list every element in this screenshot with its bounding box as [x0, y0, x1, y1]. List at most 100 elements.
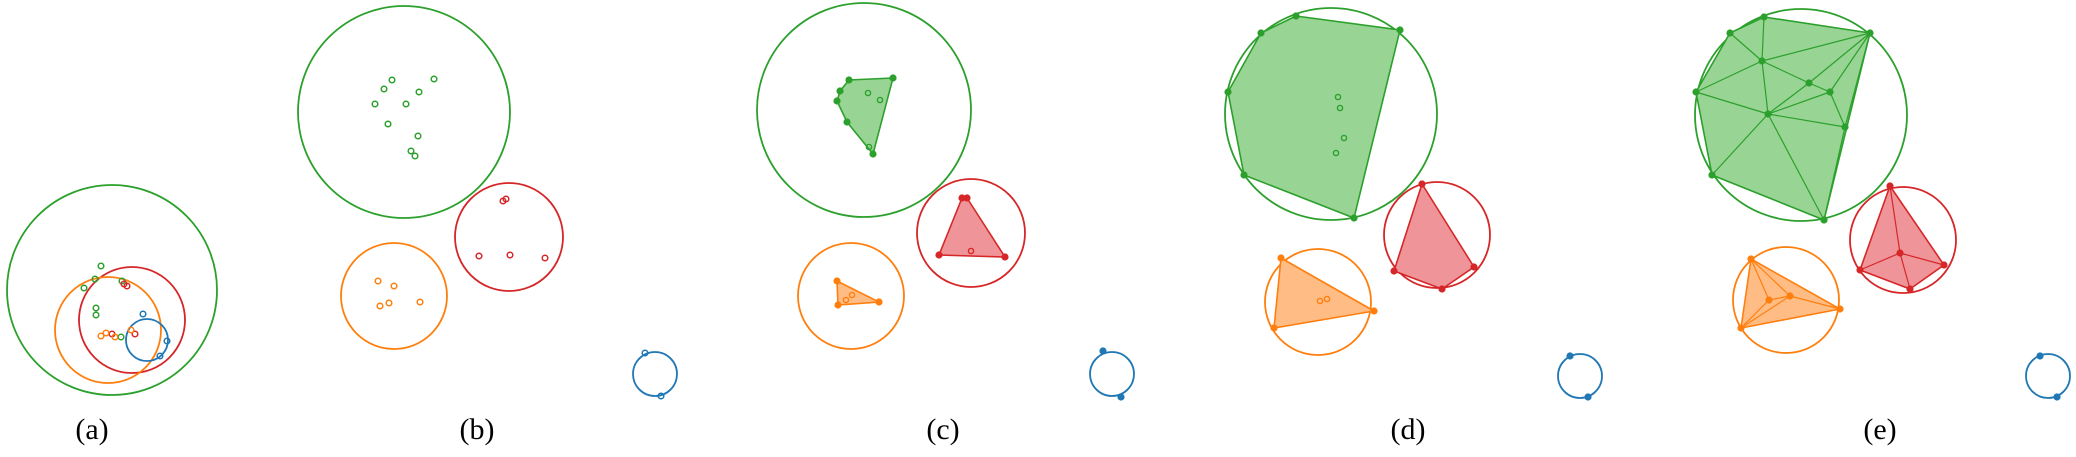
edge-green — [1695, 60, 1763, 93]
convex-hull-green — [836, 77, 895, 156]
interior-points-orange — [842, 291, 856, 304]
vertex-red — [958, 194, 966, 202]
edge-red — [1889, 185, 1901, 254]
point-red — [123, 282, 131, 290]
point-orange — [842, 296, 850, 304]
vertex-green — [869, 150, 877, 158]
vertex-blue — [1566, 352, 1574, 360]
point-orange — [390, 282, 398, 290]
interior-points-green — [864, 89, 884, 151]
point-green — [1336, 104, 1344, 112]
edge-orange — [1750, 258, 1791, 297]
vertex-red — [1940, 261, 1948, 269]
point-green — [415, 88, 423, 96]
point-orange — [111, 333, 119, 341]
point-green — [407, 147, 415, 155]
points-orange — [374, 277, 424, 310]
hull-vertices-green — [833, 74, 897, 158]
vertex-green — [1805, 79, 1813, 87]
vertex-green — [1708, 171, 1716, 179]
vertex-red — [1886, 182, 1894, 190]
convex-hull-red — [1393, 182, 1476, 290]
vertex-blue — [2036, 352, 2044, 360]
points-red — [475, 195, 549, 262]
point-blue — [641, 349, 649, 357]
cluster-circle-blue — [1557, 353, 1603, 399]
edge-green — [1761, 60, 1810, 84]
edge-red — [1899, 252, 1945, 266]
edge-green — [1808, 82, 1831, 93]
point-green — [1332, 149, 1340, 157]
vertex-red — [1856, 266, 1864, 274]
cluster-circle-red — [454, 182, 564, 292]
point-orange — [374, 277, 382, 285]
point-orange — [1323, 295, 1331, 303]
hull-vertices-red — [1390, 180, 1478, 293]
cluster-circle-orange — [54, 276, 162, 384]
vertex-red — [1001, 253, 1009, 261]
vertex-green — [1257, 29, 1265, 37]
cluster-circle-red — [916, 178, 1026, 288]
cluster-circle-green — [297, 5, 511, 219]
edge-green — [1761, 60, 1769, 115]
point-orange — [1316, 297, 1324, 305]
vertices-red — [1856, 182, 1948, 293]
edge-green — [1844, 32, 1871, 128]
hull-vertices-orange — [1270, 254, 1378, 332]
vertex-red — [1418, 180, 1426, 188]
interior-points-orange — [1316, 295, 1331, 305]
edge-green — [1829, 91, 1846, 128]
cluster-circle-green — [1224, 7, 1438, 221]
vertices-green — [1692, 13, 1874, 224]
vertex-green — [1820, 216, 1828, 224]
cluster-circle-blue — [125, 318, 169, 362]
edge-orange — [1789, 295, 1841, 310]
point-blue — [139, 310, 147, 318]
vertex-orange — [1277, 254, 1285, 262]
vertex-orange — [834, 301, 842, 309]
vertex-orange — [875, 298, 883, 306]
point-green — [876, 96, 884, 104]
edge-green — [1767, 91, 1831, 115]
point-green — [97, 262, 105, 270]
triangulation-edges-green — [1695, 16, 1871, 221]
vertices-blue — [1099, 347, 1125, 401]
vertex-green — [1764, 110, 1772, 118]
edge-green — [1829, 32, 1871, 93]
panel-label-e: (e) — [1863, 413, 1897, 446]
point-blue — [156, 352, 164, 360]
vertex-green — [1240, 171, 1248, 179]
point-green — [865, 143, 873, 151]
hull-vertices-orange — [833, 277, 883, 309]
panel-c — [756, 2, 1135, 401]
vertex-green — [845, 76, 853, 84]
point-green — [864, 89, 872, 97]
panel-a — [6, 184, 218, 396]
vertex-blue — [1099, 347, 1107, 355]
cluster-circle-orange — [797, 242, 905, 350]
interior-points-green — [1332, 93, 1348, 157]
edge-green — [1767, 113, 1846, 128]
vertex-orange — [1786, 292, 1794, 300]
vertex-green — [1692, 88, 1700, 96]
hull-vertices-green — [1224, 12, 1404, 222]
vertex-orange — [833, 277, 841, 285]
edge-red — [1859, 252, 1901, 271]
edge-green — [1767, 113, 1825, 221]
edge-green — [1761, 32, 1871, 62]
point-green — [402, 100, 410, 108]
convex-hull-orange — [1273, 256, 1377, 329]
vertex-green — [1866, 29, 1874, 37]
vertex-green — [1760, 13, 1768, 21]
vertices-blue — [2036, 352, 2061, 401]
points-blue — [139, 310, 171, 360]
edge-orange — [1740, 295, 1791, 329]
vertex-red — [1390, 267, 1398, 275]
vertex-green — [1396, 26, 1404, 34]
point-orange — [127, 326, 135, 334]
vertex-green — [1292, 12, 1300, 20]
vertex-blue — [1117, 393, 1125, 401]
point-red — [502, 195, 510, 203]
